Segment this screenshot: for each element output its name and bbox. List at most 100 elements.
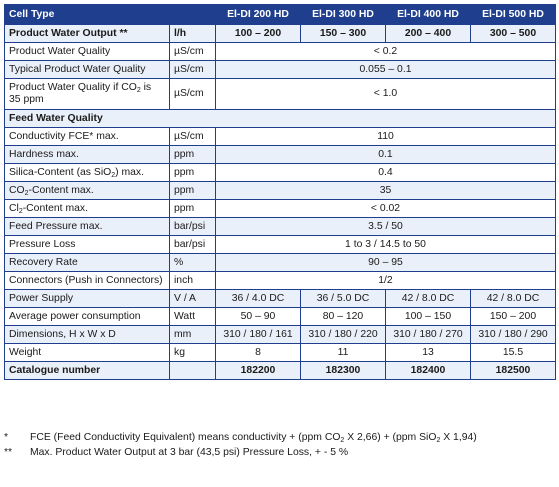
row-value: 42 / 8.0 DC (385, 289, 471, 308)
row-unit: µS/cm (169, 60, 216, 79)
table-row: Average power consumption Watt 50 – 90 80 –… (4, 307, 556, 326)
row-value: 15.5 (470, 343, 556, 362)
table-row: Feed Pressure max. bar/psi 3.5 / 50 (4, 217, 556, 236)
row-label: Feed Pressure max. (4, 217, 170, 236)
row-label: Product Water Quality if CO2 is 35 ppm (4, 78, 170, 110)
row-value: 182400 (385, 361, 471, 380)
row-unit: V / A (169, 289, 216, 308)
row-unit: ppm (169, 199, 216, 218)
row-value-shared: < 1.0 (215, 78, 556, 110)
row-value-shared: < 0.02 (215, 199, 556, 218)
table-row: Connectors (Push in Connectors) inch 1/2 (4, 271, 556, 290)
row-value-shared: 0.055 – 0.1 (215, 60, 556, 79)
row-value-shared: 35 (215, 181, 556, 200)
table-row: Product Water Output ** l/h 100 – 200 150 –… (4, 24, 556, 43)
row-label: Typical Product Water Quality (4, 60, 170, 79)
spec-table: Cell Type El-DI 200 HD El-DI 300 HD El-D… (4, 4, 556, 380)
row-value: 100 – 200 (215, 24, 301, 43)
row-label: Product Water Quality (4, 42, 170, 61)
row-value: 50 – 90 (215, 307, 301, 326)
row-value: 310 / 180 / 220 (300, 325, 386, 344)
row-value: 13 (385, 343, 471, 362)
table-row: Product Water Quality µS/cm < 0.2 (4, 42, 556, 61)
row-value-shared: 0.4 (215, 163, 556, 182)
row-value: 8 (215, 343, 301, 362)
row-unit: % (169, 253, 216, 272)
footnote-mark: * (4, 432, 9, 443)
row-label: Dimensions, H x W x D (4, 325, 170, 344)
row-unit: inch (169, 271, 216, 290)
row-unit: µS/cm (169, 42, 216, 61)
row-label: Power Supply (4, 289, 170, 308)
header-unit (169, 4, 216, 25)
row-unit: l/h (169, 24, 216, 43)
table-row: Power Supply V / A 36 / 4.0 DC 36 / 5.0 DC 4… (4, 289, 556, 308)
row-value: 80 – 120 (300, 307, 386, 326)
row-value: 182300 (300, 361, 386, 380)
row-value: 200 – 400 (385, 24, 471, 43)
row-label: Feed Water Quality (4, 109, 556, 128)
header-cell-type: Cell Type (4, 4, 170, 25)
row-unit: µS/cm (169, 127, 216, 146)
row-value: 150 – 200 (470, 307, 556, 326)
row-label: Silica-Content (as SiO2) max. (4, 163, 170, 182)
row-label: Catalogue number (4, 361, 170, 380)
table-row: Pressure Loss bar/psi 1 to 3 / 14.5 to 50 (4, 235, 556, 254)
row-value: 36 / 5.0 DC (300, 289, 386, 308)
row-label: Cl2-Content max. (4, 199, 170, 218)
footnotes: * FCE (Feed Conductivity Equivalent) mean… (4, 430, 555, 460)
row-value: 310 / 180 / 290 (470, 325, 556, 344)
row-unit (169, 361, 216, 380)
row-value: 182200 (215, 361, 301, 380)
row-unit: Watt (169, 307, 216, 326)
row-value: 182500 (470, 361, 556, 380)
header-model: El-DI 400 HD (385, 4, 471, 25)
header-row: Cell Type El-DI 200 HD El-DI 300 HD El-D… (4, 4, 556, 25)
row-value-shared: 1/2 (215, 271, 556, 290)
row-label: Weight (4, 343, 170, 362)
table-row: Cl2-Content max. ppm < 0.02 (4, 199, 556, 218)
row-unit: µS/cm (169, 78, 216, 110)
header-model: El-DI 200 HD (215, 4, 301, 25)
row-label: CO2-Content max. (4, 181, 170, 200)
row-unit: mm (169, 325, 216, 344)
row-value-shared: < 0.2 (215, 42, 556, 61)
footnote-text: Max. Product Water Output at 3 bar (43,5… (30, 447, 349, 458)
row-value-shared: 110 (215, 127, 556, 146)
row-value: 150 – 300 (300, 24, 386, 43)
row-value: 42 / 8.0 DC (470, 289, 556, 308)
header-model: El-DI 300 HD (300, 4, 386, 25)
row-label: Hardness max. (4, 145, 170, 164)
row-value-shared: 90 – 95 (215, 253, 556, 272)
row-value-shared: 0.1 (215, 145, 556, 164)
header-model: El-DI 500 HD (470, 4, 556, 25)
row-value: 36 / 4.0 DC (215, 289, 301, 308)
section-row: Feed Water Quality (4, 109, 556, 128)
footnote-text: FCE (Feed Conductivity Equivalent) means… (30, 432, 477, 444)
table-row: Recovery Rate% 90 – 95 (4, 253, 556, 272)
table-row: Weight kg 8 11 13 15.5 (4, 343, 556, 362)
table-row: Catalogue number 182200 182300 182400 182500 (4, 361, 556, 380)
row-unit: kg (169, 343, 216, 362)
row-unit: ppm (169, 163, 216, 182)
footnote: ** Max. Product Water Output at 3 bar (43… (4, 445, 555, 460)
table-row: Hardness max. ppm 0.1 (4, 145, 556, 164)
row-label: Recovery Rate (4, 253, 170, 272)
row-value: 100 – 150 (385, 307, 471, 326)
row-label: Conductivity FCE* max. (4, 127, 170, 146)
row-value: 310 / 180 / 270 (385, 325, 471, 344)
row-unit: ppm (169, 145, 216, 164)
row-value: 11 (300, 343, 386, 362)
row-value-shared: 3.5 / 50 (215, 217, 556, 236)
row-label: Pressure Loss (4, 235, 170, 254)
table-row: Conductivity FCE* max. µS/cm 110 (4, 127, 556, 146)
row-label: Connectors (Push in Connectors) (4, 271, 170, 290)
row-label: Product Water Output ** (4, 24, 170, 43)
table-row: Product Water Quality if CO2 is 35 ppm µS… (4, 78, 556, 110)
row-value: 300 – 500 (470, 24, 556, 43)
row-unit: ppm (169, 181, 216, 200)
row-unit: bar/psi (169, 217, 216, 236)
row-unit: bar/psi (169, 235, 216, 254)
row-value-shared: 1 to 3 / 14.5 to 50 (215, 235, 556, 254)
